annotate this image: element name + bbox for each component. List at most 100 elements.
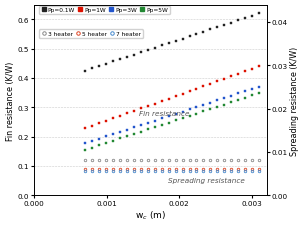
5 heater — [230, 168, 233, 170]
Pp=5W — [167, 122, 170, 124]
3 heater — [230, 158, 233, 161]
Pp=5W — [146, 128, 149, 131]
3 heater — [125, 158, 128, 161]
Pp=1W — [146, 105, 149, 108]
Line: 7 heater: 7 heater — [83, 170, 261, 173]
Pp=0.1W — [257, 13, 261, 16]
Pp=1W — [139, 108, 142, 110]
Pp=3W — [104, 135, 107, 138]
Pp=5W — [181, 117, 184, 120]
Pp=0.1W — [153, 47, 156, 50]
Pp=0.1W — [223, 24, 226, 27]
7 heater — [181, 170, 184, 173]
5 heater — [139, 168, 142, 170]
Pp=1W — [104, 120, 107, 123]
Pp=5W — [202, 111, 205, 113]
Pp=1W — [181, 93, 184, 96]
Legend: 3 heater, 5 heater, 7 heater: 3 heater, 5 heater, 7 heater — [39, 30, 143, 39]
5 heater — [160, 168, 163, 170]
Pp=3W — [181, 111, 184, 113]
Pp=3W — [188, 109, 191, 111]
5 heater — [104, 168, 107, 170]
3 heater — [167, 158, 170, 161]
Pp=1W — [223, 78, 226, 81]
Pp=1W — [125, 113, 128, 115]
7 heater — [257, 170, 261, 173]
Pp=3W — [125, 129, 128, 131]
Pp=0.1W — [104, 63, 107, 66]
Pp=3W — [118, 131, 121, 133]
Pp=3W — [195, 106, 198, 109]
3 heater — [257, 158, 261, 161]
Pp=3W — [97, 138, 100, 140]
Pp=0.1W — [132, 54, 135, 57]
Pp=5W — [174, 119, 177, 122]
7 heater — [125, 170, 128, 173]
Pp=0.1W — [244, 17, 247, 20]
Pp=5W — [244, 97, 247, 100]
Pp=0.1W — [202, 31, 205, 34]
3 heater — [160, 158, 163, 161]
Pp=5W — [118, 138, 121, 140]
Pp=3W — [83, 142, 87, 145]
Pp=1W — [132, 110, 135, 113]
3 heater — [139, 158, 142, 161]
Pp=3W — [153, 120, 156, 122]
Pp=3W — [237, 93, 240, 95]
Line: 3 heater: 3 heater — [83, 158, 261, 161]
3 heater — [146, 158, 149, 161]
7 heater — [118, 170, 121, 173]
Pp=1W — [230, 75, 233, 78]
Pp=5W — [160, 124, 163, 127]
3 heater — [195, 158, 198, 161]
3 heater — [97, 158, 100, 161]
5 heater — [237, 168, 240, 170]
Pp=5W — [188, 115, 191, 118]
Pp=0.1W — [90, 68, 93, 70]
3 heater — [251, 158, 254, 161]
5 heater — [188, 168, 191, 170]
Pp=1W — [97, 123, 100, 125]
Pp=0.1W — [97, 65, 100, 68]
Pp=5W — [111, 140, 114, 143]
Pp=5W — [83, 149, 87, 151]
Pp=1W — [195, 88, 198, 91]
Pp=5W — [90, 147, 93, 149]
Pp=0.1W — [167, 42, 170, 45]
Pp=5W — [237, 99, 240, 102]
5 heater — [181, 168, 184, 170]
Pp=3W — [251, 88, 254, 91]
Pp=3W — [244, 91, 247, 93]
7 heater — [160, 170, 163, 173]
3 heater — [244, 158, 247, 161]
Pp=0.1W — [160, 45, 163, 48]
5 heater — [97, 168, 100, 170]
5 heater — [251, 168, 254, 170]
Pp=1W — [118, 115, 121, 118]
5 heater — [195, 168, 198, 170]
Pp=0.1W — [230, 22, 233, 25]
Pp=0.1W — [83, 70, 87, 73]
Pp=1W — [188, 90, 191, 93]
Pp=0.1W — [125, 56, 128, 59]
7 heater — [111, 170, 114, 173]
Pp=5W — [139, 131, 142, 133]
5 heater — [125, 168, 128, 170]
Pp=1W — [167, 98, 170, 101]
5 heater — [223, 168, 226, 170]
3 heater — [83, 158, 87, 161]
Pp=5W — [153, 126, 156, 129]
Pp=1W — [111, 118, 114, 120]
3 heater — [237, 158, 240, 161]
5 heater — [83, 168, 87, 170]
Pp=1W — [153, 103, 156, 105]
Pp=1W — [209, 83, 212, 86]
3 heater — [181, 158, 184, 161]
Pp=1W — [244, 70, 247, 73]
Pp=5W — [195, 113, 198, 116]
7 heater — [146, 170, 149, 173]
5 heater — [111, 168, 114, 170]
3 heater — [104, 158, 107, 161]
Pp=1W — [202, 85, 205, 88]
7 heater — [90, 170, 93, 173]
